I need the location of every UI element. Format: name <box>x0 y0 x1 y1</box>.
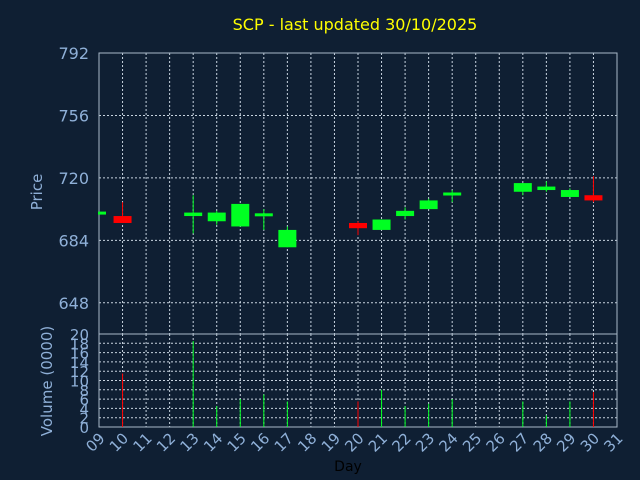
candle-21 <box>372 219 391 230</box>
candle-body <box>419 200 438 210</box>
candle-body <box>513 183 532 192</box>
volume-axis-label: Volume (0000) <box>38 326 56 436</box>
candle-body <box>207 212 226 222</box>
candle-body <box>443 192 462 196</box>
price-tick-label: 792 <box>58 44 89 63</box>
volume-tick-label: 0 <box>79 419 89 437</box>
x-axis-label: Day <box>334 459 362 475</box>
candle-29 <box>560 188 579 197</box>
price-tick-label: 648 <box>58 294 89 313</box>
candle-20 <box>349 221 367 236</box>
candle-body <box>584 195 603 201</box>
candle-27 <box>513 183 532 196</box>
chart-title: SCP - last updated 30/10/2025 <box>233 15 478 34</box>
candle-body <box>349 222 367 229</box>
candle-24 <box>443 190 462 203</box>
volume-tick-label: 18 <box>70 335 89 353</box>
volume-tick-label: 4 <box>79 400 89 418</box>
candle-body <box>231 203 250 227</box>
candle-body <box>254 213 273 217</box>
candle-body <box>537 186 556 191</box>
volume-tick-label: 16 <box>70 345 89 363</box>
candle-23 <box>419 198 438 210</box>
candle-body <box>396 210 415 217</box>
candle-body <box>278 229 297 248</box>
candle-09 <box>98 211 106 215</box>
candle-body <box>113 216 132 223</box>
price-tick-label: 756 <box>58 106 89 125</box>
candle-15 <box>231 203 250 227</box>
candle-body <box>560 190 579 197</box>
candle-28 <box>537 181 556 192</box>
volume-tick-label: 10 <box>70 373 89 391</box>
candle-17 <box>278 226 297 248</box>
candle-22 <box>396 207 415 220</box>
volume-tick-label: 2 <box>79 410 89 428</box>
price-tick-label: 720 <box>58 169 89 188</box>
candle-body <box>184 212 203 217</box>
candle-16 <box>254 209 273 230</box>
candle-14 <box>207 210 226 225</box>
volume-tick-label: 20 <box>70 326 89 344</box>
candle-30 <box>584 176 603 203</box>
volume-tick-label: 14 <box>70 354 89 372</box>
volume-tick-label: 6 <box>79 391 89 409</box>
price-tick-label: 684 <box>58 231 89 250</box>
volume-tick-label: 12 <box>70 363 89 381</box>
candle-13 <box>184 195 203 234</box>
candle-10 <box>113 202 132 223</box>
candle-body <box>98 211 106 215</box>
volume-tick-label: 8 <box>79 382 89 400</box>
price-axis-label: Price <box>28 174 46 211</box>
candle-body <box>372 219 391 230</box>
price-panel: 792 756 720 684 648 <box>58 44 618 335</box>
